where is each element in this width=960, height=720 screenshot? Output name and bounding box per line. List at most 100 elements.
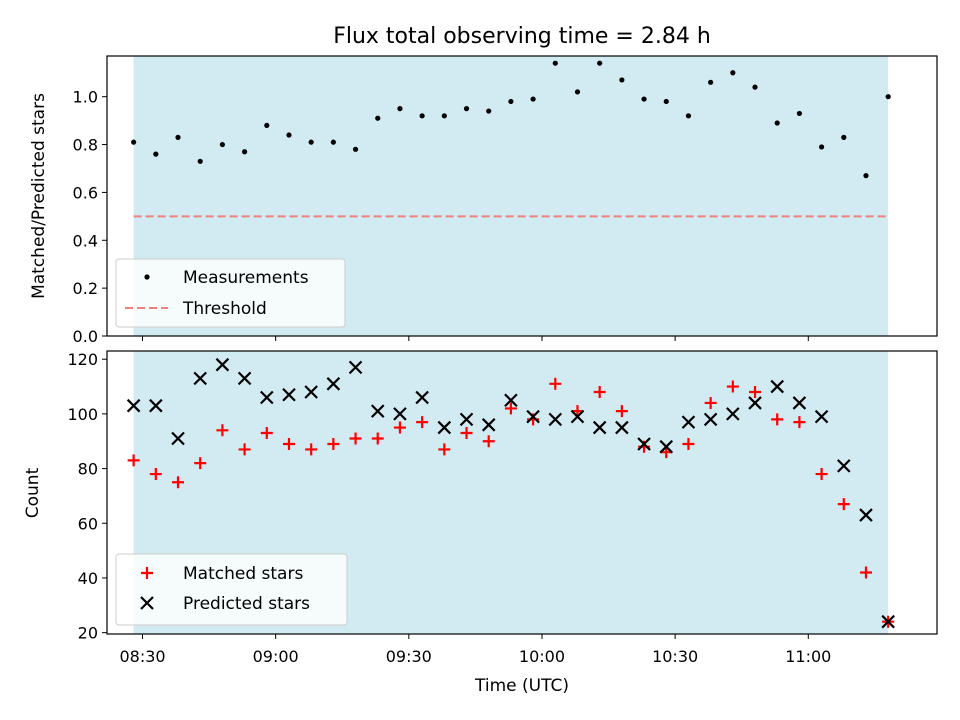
matched-star-point bbox=[593, 386, 606, 399]
x-ticks-top bbox=[142, 336, 809, 341]
matched-star-point bbox=[504, 402, 517, 415]
predicted-star-point bbox=[215, 357, 230, 372]
legend-marker-measurements bbox=[144, 274, 150, 280]
matched-star-point bbox=[327, 437, 340, 450]
count-panel: 20 40 60 80 100 120 08:30 09:00 09:30 10:00 10:30… bbox=[23, 350, 938, 696]
predicted-star-point bbox=[415, 390, 429, 405]
predicted-star-point bbox=[792, 396, 807, 410]
predicted-star-point bbox=[859, 508, 873, 522]
matched-star-point bbox=[704, 396, 717, 409]
measurement-point bbox=[375, 115, 381, 121]
predicted-star-point bbox=[726, 407, 740, 421]
matched-star-point bbox=[438, 443, 451, 456]
predicted-star-point bbox=[881, 614, 895, 629]
measurement-point bbox=[131, 139, 137, 145]
matched-star-point bbox=[172, 476, 185, 489]
x-tick-label: 09:30 bbox=[386, 647, 432, 666]
measurement-point bbox=[286, 132, 292, 138]
matched-star-point bbox=[837, 498, 850, 511]
measurement-point bbox=[552, 60, 558, 66]
matched-star-point bbox=[127, 454, 140, 467]
y-tick-label: 80 bbox=[78, 460, 98, 479]
measurement-point bbox=[619, 77, 625, 83]
matched-star-point bbox=[282, 437, 295, 450]
y-tick-label: 60 bbox=[78, 514, 98, 533]
matched-star-point bbox=[416, 416, 429, 429]
predicted-star-point bbox=[615, 420, 629, 435]
measurement-point bbox=[264, 122, 270, 129]
matched-star-point bbox=[815, 468, 828, 481]
predicted-star-point bbox=[748, 396, 762, 410]
measurement-point bbox=[708, 79, 714, 85]
matched-star-point bbox=[749, 386, 762, 399]
x-tick-label: 10:00 bbox=[519, 647, 565, 666]
y-tick-label: 100 bbox=[67, 405, 98, 424]
y-axis-label-bottom: Count bbox=[23, 467, 43, 518]
matched-star-point bbox=[549, 377, 562, 390]
matched-star-point bbox=[371, 432, 384, 445]
matched-star-point bbox=[482, 435, 495, 448]
predicted-star-point bbox=[526, 409, 540, 424]
matched-star-point bbox=[216, 424, 229, 437]
matched-star-point bbox=[260, 427, 273, 440]
predicted-star-point bbox=[282, 387, 296, 402]
y-tick-label: 0.8 bbox=[73, 136, 98, 155]
measurement-point bbox=[685, 113, 692, 119]
x-tick-label: 11:00 bbox=[785, 647, 831, 666]
matched-star-point bbox=[771, 413, 784, 426]
matched-star-point bbox=[349, 432, 362, 445]
chart-title: Flux total observing time = 2.84 h bbox=[333, 24, 711, 49]
y-ticks-top: 0.0 0.2 0.4 0.6 0.8 1.0 bbox=[73, 88, 107, 346]
measurement-point bbox=[663, 98, 669, 105]
matched-star-point bbox=[149, 468, 162, 481]
predicted-star-point bbox=[481, 418, 496, 432]
x-ticks-bottom: 08:30 09:00 09:30 10:00 10:30 11:00 bbox=[119, 634, 831, 666]
measurement-point bbox=[841, 134, 847, 140]
predicted-star-point bbox=[814, 409, 829, 424]
predicted-star-point bbox=[681, 415, 696, 429]
measurement-point bbox=[796, 110, 803, 117]
legend-box-bottom bbox=[115, 553, 348, 626]
x-tick-label: 08:30 bbox=[119, 647, 165, 666]
predicted-star-point bbox=[504, 393, 518, 407]
legend-label-matched: Matched stars bbox=[183, 564, 303, 584]
y-tick-label: 1.0 bbox=[73, 88, 98, 107]
matched-star-point bbox=[238, 443, 251, 456]
predicted-star-point bbox=[171, 431, 185, 446]
measurement-point bbox=[818, 144, 825, 150]
matched-star-point bbox=[793, 416, 806, 429]
legend-label-predicted: Predicted stars bbox=[183, 594, 310, 614]
measurement-point bbox=[419, 113, 425, 119]
predicted-star-point bbox=[770, 379, 784, 394]
predicted-star-point bbox=[304, 385, 318, 399]
matched-star-point bbox=[460, 427, 473, 440]
predicted-star-point bbox=[548, 412, 563, 427]
measurement-point bbox=[241, 149, 248, 155]
legend-marker-matched bbox=[141, 567, 153, 579]
measurement-point bbox=[885, 94, 891, 100]
measurement-point bbox=[641, 96, 647, 102]
measurement-point bbox=[752, 84, 758, 90]
legend-label-threshold: Threshold bbox=[182, 299, 267, 319]
predicted-star-point bbox=[193, 371, 207, 386]
predicted-star-point bbox=[637, 437, 651, 451]
y-tick-label: 120 bbox=[67, 350, 98, 369]
predicted-star-point bbox=[393, 407, 407, 421]
x-tick-label: 09:00 bbox=[253, 647, 299, 666]
measurement-point bbox=[463, 106, 470, 112]
predicted-star-point bbox=[592, 420, 607, 435]
measurement-point bbox=[397, 106, 403, 112]
measurement-point bbox=[441, 113, 447, 119]
predicted-star-point bbox=[459, 412, 474, 427]
measurement-point bbox=[153, 151, 159, 157]
measurement-point bbox=[330, 139, 336, 145]
y-tick-label: 0.4 bbox=[73, 231, 98, 250]
star-count-points bbox=[126, 357, 895, 629]
y-tick-label: 20 bbox=[78, 624, 98, 643]
ratio-panel: 0.0 0.2 0.4 0.6 0.8 1.0 Matched/Predicted sta… bbox=[29, 55, 938, 346]
measurement-point bbox=[508, 98, 514, 105]
predicted-star-point bbox=[370, 404, 385, 418]
matched-star-point bbox=[393, 421, 406, 434]
measurement-point bbox=[175, 134, 181, 140]
